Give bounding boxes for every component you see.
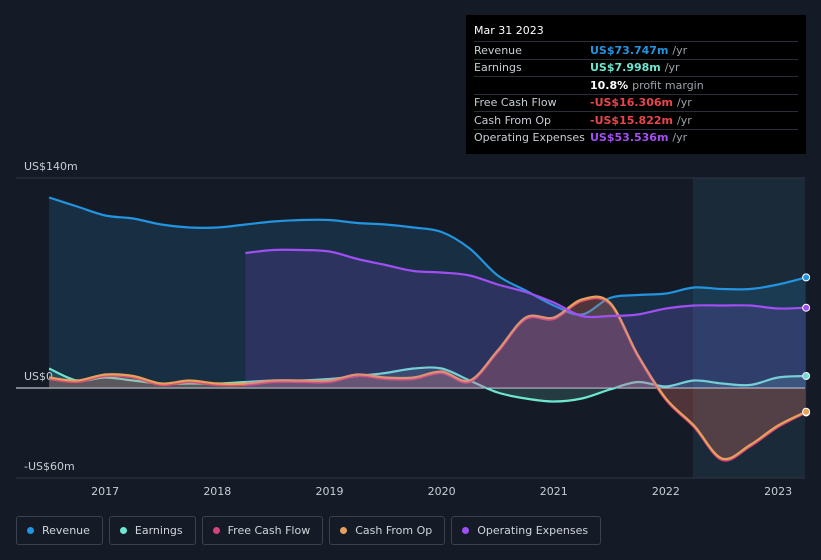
- tooltip-row: Earnings US$7.998m/yr: [474, 58, 798, 77]
- legend-item[interactable]: Free Cash Flow: [201, 516, 324, 545]
- x-tick-label: 2019: [315, 485, 343, 498]
- legend-swatch: [340, 527, 348, 534]
- x-tick-label: 2021: [540, 485, 568, 498]
- legend-item[interactable]: Revenue: [16, 516, 103, 545]
- y-tick-label: -US$60m: [24, 460, 75, 473]
- tooltip-value: -US$15.822m: [590, 113, 673, 127]
- tooltip-value: US$7.998m: [590, 61, 661, 75]
- end-point: [802, 303, 811, 312]
- series-line: [48, 295, 807, 461]
- x-tick-label: 2018: [203, 485, 231, 498]
- legend-label: Revenue: [42, 524, 90, 537]
- tooltip-unit: /yr: [676, 113, 692, 127]
- tooltip-unit: /yr: [676, 96, 692, 110]
- tooltip-label: Revenue: [474, 43, 522, 57]
- tooltip-row: Operating Expenses US$53.536m/yr: [474, 128, 798, 147]
- tooltip-row: Free Cash Flow -US$16.306m/yr: [474, 93, 798, 112]
- series-line: [48, 196, 807, 316]
- legend-swatch: [27, 527, 34, 534]
- y-tick-label: US$140m: [24, 160, 78, 173]
- end-point: [802, 273, 811, 282]
- legend-item[interactable]: Operating Expenses: [451, 516, 602, 545]
- legend-item[interactable]: Earnings: [108, 516, 196, 545]
- tooltip-unit: profit margin: [632, 78, 704, 92]
- area-fill: [49, 298, 807, 461]
- legend-label: Earnings: [134, 524, 183, 537]
- tooltip-date: Mar 31 2023: [474, 24, 544, 37]
- legend-item[interactable]: Cash From Op: [329, 516, 446, 545]
- area-fill: [49, 197, 807, 388]
- x-tick-label: 2022: [652, 485, 680, 498]
- legend-label: Cash From Op: [355, 524, 433, 537]
- tooltip-value: -US$16.306m: [590, 96, 673, 110]
- tooltip-label: Earnings: [474, 61, 522, 75]
- x-tick-label: 2017: [91, 485, 119, 498]
- legend-swatch: [212, 527, 220, 534]
- forecast-region: [693, 178, 805, 478]
- legend: Revenue Earnings Free Cash Flow Cash From O…: [16, 516, 602, 545]
- tooltip-unit: /yr: [664, 61, 680, 75]
- tooltip-label: Operating Expenses: [474, 131, 585, 145]
- end-point: [802, 372, 811, 381]
- tooltip-unit: /yr: [672, 131, 688, 145]
- series-line: [48, 296, 807, 462]
- legend-swatch: [119, 527, 127, 534]
- tooltip-unit: /yr: [672, 43, 688, 57]
- x-tick-label: 2020: [428, 485, 456, 498]
- tooltip: Mar 31 2023 Revenue US$73.747m/yr Earnings…: [466, 15, 806, 154]
- tooltip-value: US$53.536m: [590, 131, 669, 145]
- area-fill: [245, 249, 807, 388]
- series-line: [245, 248, 807, 319]
- area-fill: [49, 367, 807, 402]
- tooltip-row: Revenue US$73.747m/yr: [474, 41, 798, 59]
- legend-swatch: [462, 527, 470, 534]
- y-tick-label: US$0: [24, 370, 53, 383]
- legend-label: Free Cash Flow: [227, 524, 311, 537]
- tooltip-row: Cash From Op -US$15.822m/yr: [474, 111, 798, 129]
- end-point: [802, 407, 811, 416]
- legend-label: Operating Expenses: [477, 524, 589, 537]
- x-tick-label: 2023: [764, 485, 792, 498]
- area-fill: [49, 296, 807, 460]
- tooltip-value: 10.8%: [590, 78, 629, 92]
- tooltip-value: US$73.747m: [590, 43, 669, 57]
- tooltip-row: 10.8% profit margin: [474, 76, 798, 94]
- tooltip-label: Cash From Op: [474, 113, 552, 127]
- tooltip-label: Free Cash Flow: [474, 96, 557, 110]
